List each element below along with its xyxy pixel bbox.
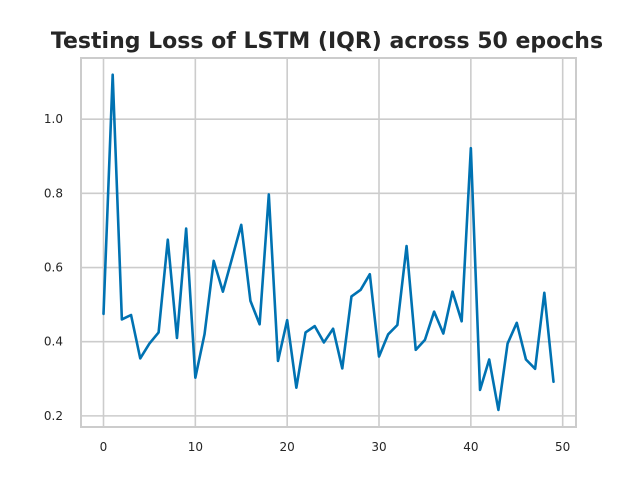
x-tick-label: 10 [188,440,203,454]
plot-frame [80,57,577,428]
y-tick-label: 0.4 [44,335,63,349]
series-line [102,73,555,412]
chart-title: Testing Loss of LSTM (IQR) across 50 epo… [51,29,603,54]
x-tick-labels: 0 10 20 30 40 50 [100,440,571,454]
y-tick-labels: 0.2 0.4 0.6 0.8 1.0 [44,112,63,423]
x-tick-label: 30 [371,440,386,454]
x-tick-label: 40 [463,440,478,454]
x-tick-label: 50 [555,440,570,454]
y-tick-label: 0.8 [44,186,63,200]
y-tick-label: 0.2 [44,409,63,423]
y-tick-label: 1.0 [44,112,63,126]
y-gridlines [81,118,576,417]
x-gridlines [102,58,564,427]
x-tick-label: 0 [100,440,108,454]
x-tick-label: 20 [280,440,295,454]
y-tick-label: 0.6 [44,261,63,275]
series-layer [102,73,555,412]
